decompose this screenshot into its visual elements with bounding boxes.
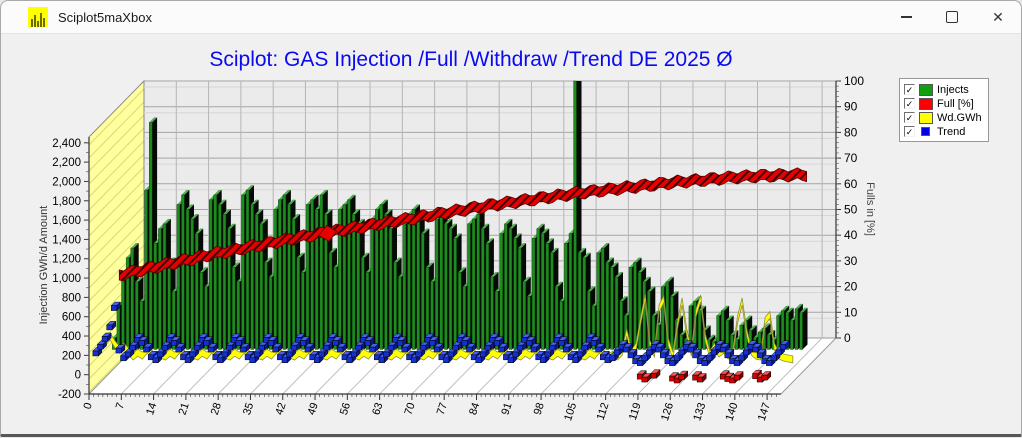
close-icon: ✕ bbox=[992, 10, 1004, 24]
svg-text:140: 140 bbox=[724, 401, 741, 422]
svg-text:49: 49 bbox=[306, 401, 321, 416]
svg-text:119: 119 bbox=[627, 401, 644, 421]
svg-text:2,400: 2,400 bbox=[52, 138, 81, 150]
titlebar: Sciplot5maXbox ✕ bbox=[1, 1, 1021, 34]
window-title: Sciplot5maXbox bbox=[58, 10, 152, 25]
svg-text:60: 60 bbox=[844, 177, 858, 191]
legend-label: Full [%] bbox=[937, 98, 974, 110]
legend-checkbox[interactable]: ✓ bbox=[904, 98, 915, 109]
svg-text:0: 0 bbox=[75, 370, 81, 382]
svg-text:21: 21 bbox=[177, 401, 192, 416]
svg-text:105: 105 bbox=[562, 401, 579, 422]
svg-text:56: 56 bbox=[338, 401, 353, 416]
svg-text:100: 100 bbox=[844, 74, 864, 88]
legend-swatch bbox=[919, 84, 933, 96]
svg-text:91: 91 bbox=[499, 401, 514, 416]
legend-item-trend[interactable]: ✓ Trend bbox=[904, 125, 985, 138]
svg-text:2,000: 2,000 bbox=[52, 176, 81, 188]
svg-text:200: 200 bbox=[62, 350, 81, 362]
svg-text:98: 98 bbox=[532, 401, 547, 416]
svg-text:70: 70 bbox=[403, 401, 418, 416]
svg-text:600: 600 bbox=[62, 312, 81, 324]
svg-text:70: 70 bbox=[844, 151, 858, 165]
legend-checkbox[interactable]: ✓ bbox=[904, 112, 915, 123]
svg-text:126: 126 bbox=[659, 401, 676, 422]
minimize-button[interactable] bbox=[883, 1, 929, 33]
minimize-icon bbox=[901, 16, 912, 17]
legend: ✓ Injects ✓ Full [%] ✓ Wd.GWh ✓ Trend bbox=[899, 78, 989, 142]
svg-text:400: 400 bbox=[62, 331, 81, 343]
legend-label: Injects bbox=[937, 84, 969, 96]
svg-text:50: 50 bbox=[844, 203, 858, 217]
svg-text:35: 35 bbox=[241, 401, 256, 416]
svg-text:1,400: 1,400 bbox=[52, 234, 81, 246]
svg-text:84: 84 bbox=[467, 401, 482, 416]
svg-text:90: 90 bbox=[844, 100, 858, 114]
legend-swatch bbox=[919, 98, 933, 110]
svg-text:Injection GWh/d Amount: Injection GWh/d Amount bbox=[38, 206, 50, 325]
svg-text:20: 20 bbox=[844, 280, 858, 294]
legend-label: Wd.GWh bbox=[937, 112, 982, 124]
legend-item-full[interactable]: ✓ Full [%] bbox=[904, 97, 985, 110]
svg-text:800: 800 bbox=[62, 292, 81, 304]
svg-text:133: 133 bbox=[691, 401, 708, 422]
svg-text:-200: -200 bbox=[58, 389, 81, 401]
close-button[interactable]: ✕ bbox=[975, 1, 1021, 33]
bar-chart-icon bbox=[28, 7, 48, 27]
svg-text:147: 147 bbox=[756, 401, 773, 422]
maximize-icon bbox=[946, 11, 958, 23]
chart-title: Sciplot: GAS Injection /Full /Withdraw /… bbox=[101, 48, 841, 72]
legend-label: Trend bbox=[937, 126, 965, 138]
svg-text:10: 10 bbox=[844, 305, 858, 319]
svg-text:1,600: 1,600 bbox=[52, 215, 81, 227]
svg-text:1,000: 1,000 bbox=[52, 273, 81, 285]
legend-swatch bbox=[919, 112, 933, 124]
svg-text:42: 42 bbox=[273, 401, 288, 416]
svg-text:28: 28 bbox=[209, 401, 224, 416]
svg-text:0: 0 bbox=[844, 331, 851, 345]
svg-text:77: 77 bbox=[435, 401, 450, 416]
svg-text:14: 14 bbox=[144, 401, 159, 416]
svg-text:30: 30 bbox=[844, 254, 858, 268]
svg-text:63: 63 bbox=[370, 401, 385, 416]
window-controls: ✕ bbox=[883, 1, 1021, 33]
svg-text:80: 80 bbox=[844, 125, 858, 139]
svg-text:1,800: 1,800 bbox=[52, 196, 81, 208]
svg-text:112: 112 bbox=[595, 401, 612, 421]
legend-item-injects[interactable]: ✓ Injects bbox=[904, 83, 985, 96]
maximize-button[interactable] bbox=[929, 1, 975, 33]
legend-swatch bbox=[921, 127, 930, 136]
svg-text:7: 7 bbox=[114, 401, 127, 411]
svg-text:0: 0 bbox=[82, 401, 95, 411]
legend-item-wd-gwh[interactable]: ✓ Wd.GWh bbox=[904, 111, 985, 124]
svg-text:Fulls in [%]: Fulls in [%] bbox=[864, 182, 876, 236]
legend-checkbox[interactable]: ✓ bbox=[904, 126, 915, 137]
svg-text:1,200: 1,200 bbox=[52, 254, 81, 266]
svg-text:40: 40 bbox=[844, 228, 858, 242]
legend-checkbox[interactable]: ✓ bbox=[904, 84, 915, 95]
svg-text:2,200: 2,200 bbox=[52, 157, 81, 169]
